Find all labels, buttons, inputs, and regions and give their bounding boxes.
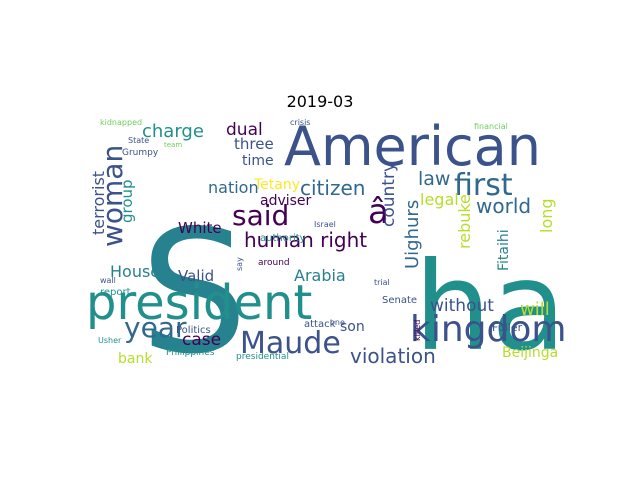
word-one: one [330, 318, 345, 327]
word-: â [368, 192, 389, 232]
word-kidnapped: kidnapped [100, 119, 142, 127]
word-terrorist: terrorist [89, 171, 108, 235]
word-tetany: Tetany [253, 177, 300, 193]
word-report: report [100, 287, 131, 298]
word-bank: bank [118, 351, 153, 365]
word-said: said [232, 199, 289, 232]
word-year: year [124, 311, 187, 344]
word-woman: woman [96, 145, 129, 247]
word-legal: legal [420, 190, 459, 209]
word-killed: killed [413, 320, 422, 341]
word-group: group [118, 179, 136, 223]
word-grumpy: Grumpy [122, 148, 159, 158]
word-s: S [140, 194, 248, 365]
word-will: will [520, 299, 550, 320]
word-time: time [242, 153, 274, 169]
word-long: long [537, 198, 556, 233]
word-rebuke: rebuke [455, 194, 474, 249]
word-presidential: presidential [236, 352, 289, 362]
word-authority: authority [260, 233, 306, 244]
word-valid: Valid [178, 267, 214, 285]
word-maude: Maude [240, 326, 341, 361]
word-around: around [258, 258, 290, 268]
word-fitaihi: Fitaihi [496, 229, 512, 271]
word-wall: wall [100, 276, 116, 285]
word-beijinga: Beijinga [502, 345, 558, 361]
word-team: team [164, 141, 182, 149]
word-say: say [235, 257, 244, 271]
word-first: first [454, 168, 513, 203]
word-usher: Usher [98, 336, 122, 345]
word-senate: Senate [382, 295, 417, 306]
word-country: country [379, 162, 399, 227]
word-citizen: citizen [300, 176, 365, 200]
word-uighurs: Uighurs [402, 200, 423, 269]
word-human-right: human right [244, 228, 367, 252]
word-nation: nation [208, 178, 259, 197]
word-arabia: Arabia [294, 266, 346, 285]
word-president: president [86, 275, 312, 331]
word-world: world [476, 194, 531, 218]
word-financial: financial [474, 122, 508, 131]
word-ha: ha [414, 236, 566, 365]
word-violation: violation [350, 344, 436, 365]
word-american: American [284, 119, 541, 178]
word-house: House [110, 262, 160, 281]
word-law: law [418, 168, 450, 190]
word-state: State [128, 136, 149, 145]
word-israel: Israel [314, 220, 336, 229]
word-dual: dual [226, 120, 263, 140]
word-crisis: crisis [290, 119, 310, 127]
figure-title: 2019-03 [286, 92, 354, 111]
word-three: three [234, 135, 274, 153]
word-trial: trial [374, 278, 390, 287]
word-philippines: Philippines [166, 348, 215, 358]
word-politics: Politics [176, 325, 211, 336]
word-without: without [430, 296, 494, 316]
word-attack: attack [304, 319, 336, 330]
word-son: son [340, 319, 365, 335]
word-white: White [178, 219, 222, 237]
word-kingdom: kingdom [410, 309, 566, 350]
word-charge: charge [142, 121, 204, 142]
word-case: case [182, 330, 221, 350]
word-adviser: adviser [260, 193, 312, 209]
word-fuller: Fuller [492, 321, 523, 334]
